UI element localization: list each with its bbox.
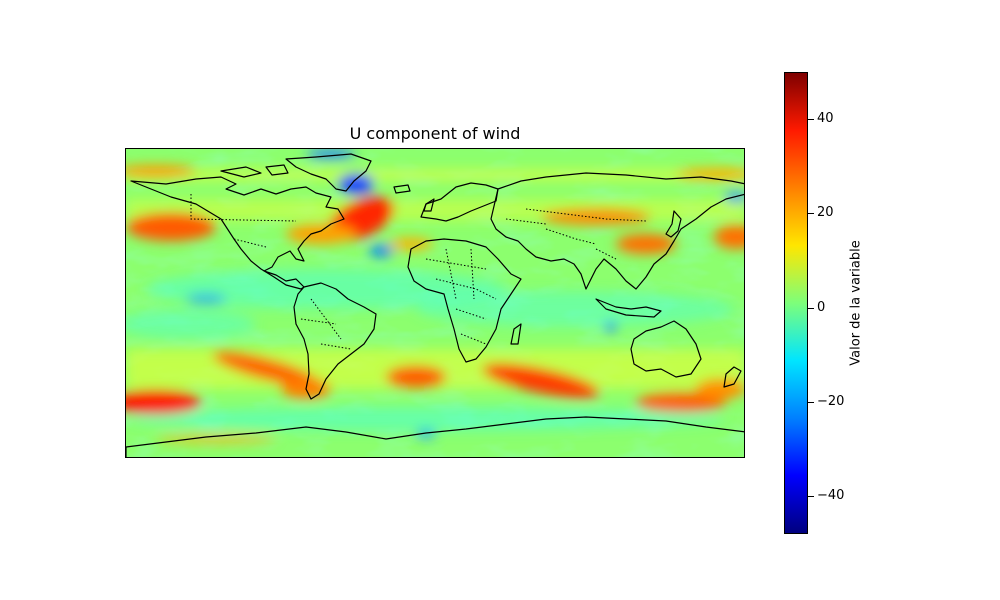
colorbar-tick-label: 40 bbox=[817, 111, 834, 127]
colorbar-tick-label: 20 bbox=[817, 205, 834, 221]
colorbar-tick-label: 0 bbox=[817, 299, 826, 315]
colorbar-tick bbox=[808, 307, 814, 309]
colorbar-tick-label: −40 bbox=[817, 488, 845, 504]
colorbar bbox=[784, 72, 808, 534]
colorbar-tick bbox=[808, 496, 814, 498]
country-borders bbox=[190, 194, 647, 350]
wind-field bbox=[126, 149, 744, 444]
colorbar-label: Valor de la variable bbox=[848, 240, 864, 366]
colorbar-tick bbox=[808, 119, 814, 121]
colorbar-tick-label: −20 bbox=[817, 394, 845, 409]
colorbar-tick bbox=[808, 213, 814, 215]
coastlines bbox=[126, 153, 744, 457]
colorbar-tick bbox=[808, 402, 814, 403]
wind-map bbox=[125, 148, 745, 458]
chart-title: U component of wind bbox=[349, 124, 521, 143]
